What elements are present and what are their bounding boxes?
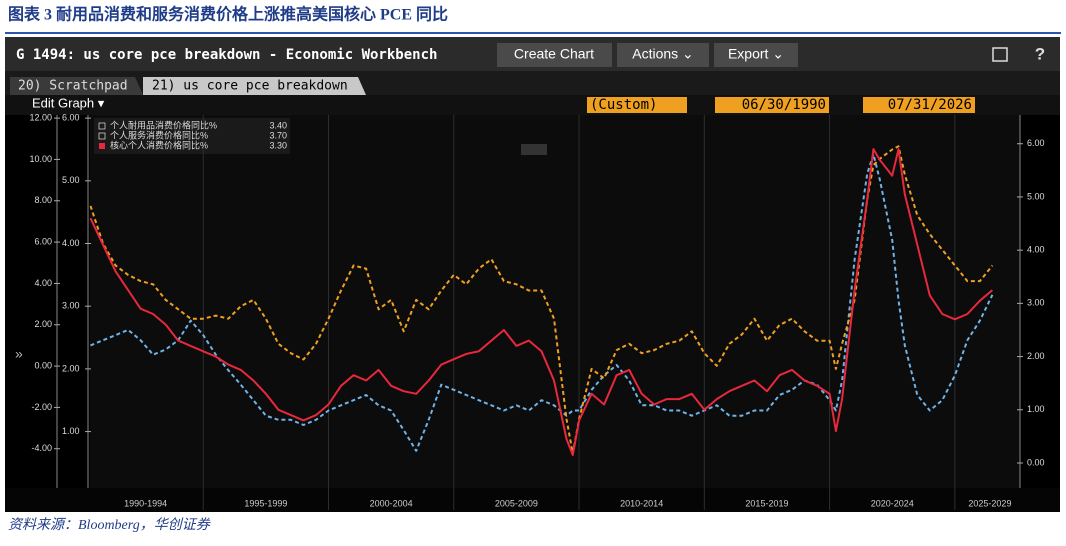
legend [94, 118, 290, 154]
legend-label: 个人服务消费价格同比% [110, 129, 208, 140]
x-tick-label: 2010-2014 [620, 498, 663, 508]
y-tick-label: 1.00 [1027, 404, 1045, 414]
tab[interactable] [10, 77, 143, 95]
y-tick-label: 10.00 [29, 154, 52, 164]
x-tick-label: 2000-2004 [370, 498, 413, 508]
y-tick-label: 8.00 [34, 195, 52, 205]
report-title: 图表 3 耐用品消费和服务消费价格上涨推高美国核心 PCE 同比 [8, 5, 448, 24]
plot-area [90, 115, 1020, 488]
y-tick-label: 2.00 [1027, 351, 1045, 361]
y-tick-label: 6.00 [34, 236, 52, 246]
y-tick-label: -4.00 [31, 443, 52, 453]
legend-label: 核心个人消费价格同比% [110, 139, 208, 150]
button[interactable] [617, 43, 709, 67]
window-title: G 1494: us core pce breakdown - Economic… [16, 47, 437, 63]
x-tick-label: 2015-2019 [745, 498, 788, 508]
y-tick-label: 4.00 [1027, 245, 1045, 255]
button[interactable] [497, 43, 612, 67]
tab-label[interactable]: 20) Scratchpad [18, 79, 128, 94]
range-label[interactable]: (Custom) [590, 97, 657, 113]
x-tick-label: 2005-2009 [495, 498, 538, 508]
legend-swatch [98, 132, 106, 140]
start-date-label[interactable]: 06/30/1990 [742, 97, 826, 113]
edit-graph[interactable]: Edit Graph ▾ [32, 95, 105, 110]
y-tick-label: 4.00 [62, 238, 80, 248]
y-tick-label: 12.00 [29, 112, 52, 122]
y-tick-label: 2.00 [62, 363, 80, 373]
y-tick-label: -2.00 [31, 402, 52, 412]
legend-swatch [98, 122, 106, 130]
end-date[interactable] [863, 97, 975, 113]
y-tick-label: 2.00 [34, 319, 52, 329]
y-tick-label: 3.00 [62, 301, 80, 311]
x-tick-label: 1995-1999 [244, 498, 287, 508]
y-tick-label: 5.00 [62, 175, 80, 185]
y-tick-label: 3.00 [1027, 298, 1045, 308]
y-tick-label: 6.00 [62, 113, 80, 123]
popout-icon[interactable] [992, 47, 1008, 62]
legend-label: 个人耐用品消费价格同比% [110, 119, 217, 130]
help-icon[interactable]: ? [1035, 44, 1045, 63]
x-tick-label: 2020-2024 [871, 498, 914, 508]
end-date-label[interactable]: 07/31/2026 [888, 97, 972, 113]
legend-value: 3.70 [269, 130, 287, 140]
range-select[interactable] [587, 97, 687, 113]
legend-value: 3.30 [269, 140, 287, 150]
y-tick-label: 5.00 [1027, 191, 1045, 201]
button[interactable] [714, 43, 798, 67]
x-axis-band [5, 488, 1060, 512]
legend-swatch [99, 143, 105, 149]
button-label[interactable]: Create Chart [514, 46, 594, 62]
y-tick-label: 0.00 [34, 360, 52, 370]
legend-toggle[interactable] [521, 144, 547, 155]
y-tick-label: 1.00 [62, 426, 80, 436]
legend-value: 3.40 [269, 120, 287, 130]
x-tick-label: 2025-2029 [968, 498, 1011, 508]
line-series [89, 148, 994, 456]
button-label[interactable]: Actions ⌄ [632, 46, 694, 62]
y-tick-label: 0.00 [1027, 457, 1045, 467]
y-tick-label: 6.00 [1027, 138, 1045, 148]
side-toggle[interactable]: » [15, 346, 23, 362]
y-tick-label: 4.00 [34, 278, 52, 288]
x-tick-label: 1990-1994 [124, 498, 167, 508]
button-label[interactable]: Export ⌄ [728, 46, 784, 62]
source-note: 资料来源：Bloomberg，华创证券 [8, 517, 211, 533]
tab-label[interactable]: 21) us core pce breakdown [152, 79, 348, 94]
tab-active[interactable] [143, 77, 366, 95]
start-date[interactable] [715, 97, 829, 113]
